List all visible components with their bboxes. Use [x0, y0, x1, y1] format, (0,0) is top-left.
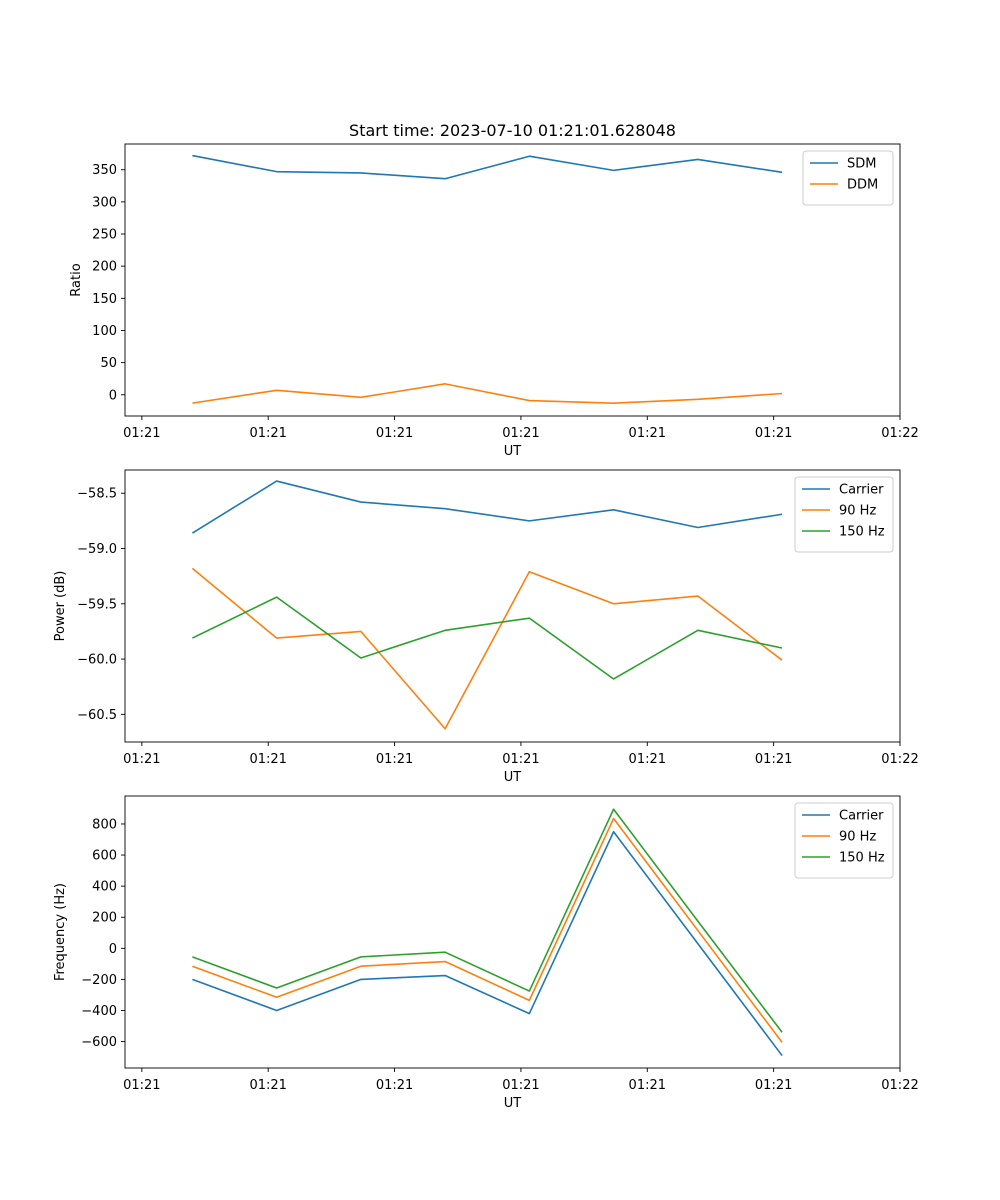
x-tick-label: 01:21: [629, 426, 666, 441]
y-axis-label: Power (dB): [53, 571, 68, 642]
y-tick-label: 200: [92, 911, 117, 926]
x-tick-label: 01:21: [502, 752, 539, 767]
x-axis-label: UT: [504, 444, 522, 459]
y-tick-label: 250: [92, 228, 117, 243]
series-line-ddm: [192, 383, 783, 404]
y-tick-label: −600: [81, 1035, 117, 1050]
x-tick-label: 01:21: [629, 752, 666, 767]
x-tick-label: 01:21: [249, 752, 286, 767]
y-tick-label: −200: [81, 973, 117, 988]
legend: Carrier 90 Hz 150 Hz: [794, 802, 894, 879]
x-tick-label: 01:21: [376, 752, 413, 767]
panel-2: 01:21 01:21 01:21 01:21 01:21 01:21 01:22 −58.5…: [53, 469, 919, 785]
x-tick-label: 01:22: [881, 752, 918, 767]
y-axis-label: Ratio: [69, 263, 84, 296]
legend-label: 90 Hz: [839, 504, 876, 519]
x-tick-label: 01:21: [249, 1078, 286, 1093]
y-tick-label: −60.5: [77, 708, 117, 723]
y-tick-label: 300: [92, 195, 117, 210]
y-tick-label: 400: [92, 880, 117, 895]
x-tick-label: 01:21: [755, 1078, 792, 1093]
series-line-90-hz: [191, 567, 783, 730]
axes-frame: [124, 143, 901, 417]
x-axis-label: UT: [504, 1096, 522, 1111]
legend-label: Carrier: [839, 483, 884, 498]
legend-box: [794, 802, 894, 879]
x-tick-label: 01:21: [629, 1078, 666, 1093]
x-tick-label: 01:21: [123, 1078, 160, 1093]
x-tick-label: 01:21: [502, 426, 539, 441]
y-tick-label: 0: [109, 942, 117, 957]
legend-box: [802, 150, 894, 206]
x-tick-label: 01:21: [123, 752, 160, 767]
axes-frame: [124, 795, 901, 1069]
y-tick-label: 200: [92, 260, 117, 275]
panel-1: Start time: 2023-07-10 01:21:01.62804801…: [69, 121, 919, 459]
series-group: [192, 808, 783, 1057]
x-tick-label: 01:22: [881, 1078, 918, 1093]
axes-frame: [124, 469, 901, 743]
y-axis-label: Frequency (Hz): [53, 883, 68, 981]
legend-label: SDM: [847, 157, 876, 172]
chart-title: Start time: 2023-07-10 01:21:01.628048: [349, 121, 676, 140]
x-tick-label: 01:21: [376, 1078, 413, 1093]
series-line-carrier: [192, 830, 783, 1057]
y-tick-label: −60.0: [77, 653, 117, 668]
y-tick-label: 800: [92, 817, 117, 832]
series-line-90-hz: [192, 817, 783, 1043]
y-tick-label: −400: [81, 1004, 117, 1019]
y-tick-label: 150: [92, 292, 117, 307]
y-tick-label: 100: [92, 324, 117, 339]
x-tick-label: 01:21: [249, 426, 286, 441]
series-line-150-hz: [192, 596, 783, 680]
legend: SDM DDM: [802, 150, 894, 206]
legend-label: 90 Hz: [839, 830, 876, 845]
y-tick-label: 0: [109, 388, 117, 403]
panel-3: 01:21 01:21 01:21 01:21 01:21 01:21 01:22 −600 −…: [53, 795, 919, 1111]
x-axis-label: UT: [504, 770, 522, 785]
x-tick-label: 01:21: [376, 426, 413, 441]
y-tick-label: −59.0: [77, 542, 117, 557]
series-line-sdm: [192, 154, 783, 180]
legend-box: [794, 476, 894, 553]
y-tick-label: −58.5: [77, 487, 117, 502]
x-tick-label: 01:21: [123, 426, 160, 441]
x-tick-label: 01:21: [502, 1078, 539, 1093]
legend-label: 150 Hz: [839, 525, 885, 540]
y-tick-label: −59.5: [77, 597, 117, 612]
legend-label: DDM: [847, 178, 878, 193]
y-tick-label: 600: [92, 849, 117, 864]
series-group: [191, 480, 783, 730]
y-tick-label: 350: [92, 163, 117, 178]
y-tick-label: 50: [100, 356, 117, 371]
x-tick-label: 01:21: [755, 752, 792, 767]
x-tick-label: 01:21: [755, 426, 792, 441]
series-group: [192, 154, 783, 404]
series-line-carrier: [191, 480, 783, 534]
legend-label: 150 Hz: [839, 851, 885, 866]
series-line-150-hz: [192, 808, 783, 1033]
legend: Carrier 90 Hz 150 Hz: [794, 476, 894, 553]
legend-label: Carrier: [839, 809, 884, 824]
x-tick-label: 01:22: [881, 426, 918, 441]
